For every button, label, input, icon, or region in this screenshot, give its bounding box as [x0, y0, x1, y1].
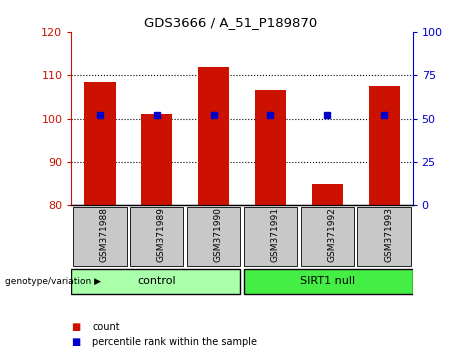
Text: GSM371991: GSM371991 [271, 207, 279, 262]
Text: ■: ■ [71, 337, 81, 347]
Bar [312, 184, 343, 205]
Text: percentile rank within the sample: percentile rank within the sample [92, 337, 257, 347]
Text: GSM371989: GSM371989 [157, 207, 166, 262]
Text: GDS3666 / A_51_P189870: GDS3666 / A_51_P189870 [144, 16, 317, 29]
Text: count: count [92, 322, 120, 332]
Text: GSM371990: GSM371990 [213, 207, 223, 262]
Text: GSM371988: GSM371988 [100, 207, 109, 262]
Bar [357, 207, 411, 266]
Bar [130, 207, 183, 266]
Bar [368, 86, 400, 205]
Bar [71, 269, 240, 294]
Bar [141, 114, 172, 205]
Bar [244, 207, 297, 266]
Text: SIRT1 null: SIRT1 null [300, 276, 355, 286]
Bar [73, 207, 127, 266]
Bar [187, 207, 240, 266]
Bar [255, 90, 286, 205]
Text: GSM371993: GSM371993 [384, 207, 393, 262]
Text: genotype/variation ▶: genotype/variation ▶ [5, 277, 100, 286]
Text: ■: ■ [71, 322, 81, 332]
Bar [301, 207, 354, 266]
Bar [198, 67, 229, 205]
Bar [84, 82, 116, 205]
Text: control: control [137, 276, 176, 286]
Text: GSM371992: GSM371992 [327, 207, 337, 262]
Bar [244, 269, 413, 294]
